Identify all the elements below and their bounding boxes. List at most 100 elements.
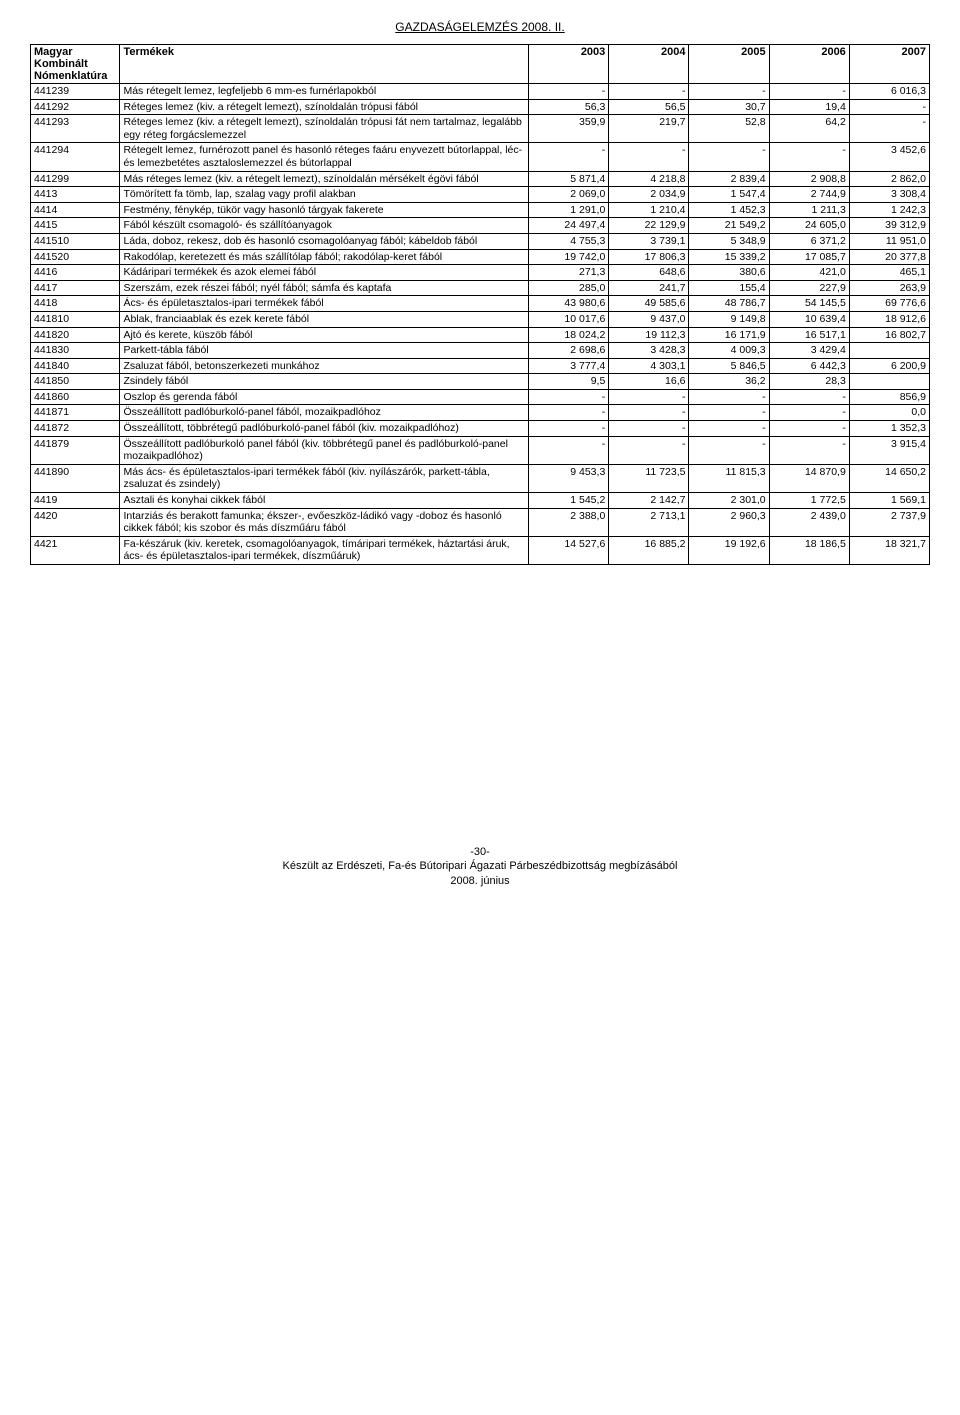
cell-desc: Rétegelt lemez, furnérozott panel és has… <box>120 143 529 171</box>
cell-value: - <box>769 84 849 100</box>
cell-value: 2 142,7 <box>609 493 689 509</box>
cell-value: - <box>769 421 849 437</box>
cell-value: 263,9 <box>849 280 929 296</box>
cell-value: - <box>529 84 609 100</box>
page-container: GAZDASÁGELEMZÉS 2008. II. Magyar Kombiná… <box>0 0 960 908</box>
table-row: 441871Összeállított padlóburkoló-panel f… <box>31 405 930 421</box>
table-row: 4419Asztali és konyhai cikkek fából1 545… <box>31 493 930 509</box>
cell-desc: Más ács- és épületasztalos-ipari terméke… <box>120 464 529 492</box>
cell-value: 6 200,9 <box>849 358 929 374</box>
cell-value: 54 145,5 <box>769 296 849 312</box>
cell-value: 11 723,5 <box>609 464 689 492</box>
cell-value: 18 912,6 <box>849 311 929 327</box>
cell-value: 14 527,6 <box>529 536 609 564</box>
cell-value: 3 429,4 <box>769 343 849 359</box>
cell-value: 1 210,4 <box>609 202 689 218</box>
cell-code: 441293 <box>31 115 120 143</box>
table-row: 441820Ajtó és kerete, küszöb fából18 024… <box>31 327 930 343</box>
page-footer: -30- Készült az Erdészeti, Fa-és Bútorip… <box>30 845 930 888</box>
footer-date: 2008. június <box>30 874 930 888</box>
cell-value: 1 211,3 <box>769 202 849 218</box>
table-row: 4416Kádáripari termékek és azok elemei f… <box>31 265 930 281</box>
cell-value: 6 442,3 <box>769 358 849 374</box>
cell-value: - <box>689 436 769 464</box>
cell-value: 2 862,0 <box>849 171 929 187</box>
cell-code: 441292 <box>31 99 120 115</box>
cell-value: 2 698,6 <box>529 343 609 359</box>
cell-value: 421,0 <box>769 265 849 281</box>
cell-value: 22 129,9 <box>609 218 689 234</box>
cell-value: - <box>769 143 849 171</box>
cell-value: 2 713,1 <box>609 508 689 536</box>
cell-value: 4 218,8 <box>609 171 689 187</box>
cell-value: 36,2 <box>689 374 769 390</box>
col-header-2005: 2005 <box>689 45 769 84</box>
table-row: 441239Más rétegelt lemez, legfeljebb 6 m… <box>31 84 930 100</box>
cell-code: 441830 <box>31 343 120 359</box>
cell-value: 24 605,0 <box>769 218 849 234</box>
table-row: 4421Fa-készáruk (kiv. keretek, csomagoló… <box>31 536 930 564</box>
table-row: 441810Ablak, franciaablak és ezek kerete… <box>31 311 930 327</box>
footer-page-num: -30- <box>30 845 930 859</box>
cell-desc: Fából készült csomagoló- és szállítóanya… <box>120 218 529 234</box>
cell-value: 56,3 <box>529 99 609 115</box>
cell-code: 441871 <box>31 405 120 421</box>
table-row: 4413Tömörített fa tömb, lap, szalag vagy… <box>31 187 930 203</box>
cell-value: 3 428,3 <box>609 343 689 359</box>
cell-value: - <box>609 421 689 437</box>
cell-value: 21 549,2 <box>689 218 769 234</box>
cell-value: - <box>689 84 769 100</box>
cell-code: 441810 <box>31 311 120 327</box>
cell-value: 48 786,7 <box>689 296 769 312</box>
table-row: 441520Rakodólap, keretezett és más száll… <box>31 249 930 265</box>
cell-value: 17 085,7 <box>769 249 849 265</box>
cell-code: 441850 <box>31 374 120 390</box>
cell-value: 2 737,9 <box>849 508 929 536</box>
cell-code: 4421 <box>31 536 120 564</box>
cell-code: 4420 <box>31 508 120 536</box>
cell-code: 441294 <box>31 143 120 171</box>
cell-value: 52,8 <box>689 115 769 143</box>
cell-value: 18 024,2 <box>529 327 609 343</box>
cell-desc: Réteges lemez (kiv. a rétegelt lemezt), … <box>120 115 529 143</box>
cell-value: 14 650,2 <box>849 464 929 492</box>
cell-value: 155,4 <box>689 280 769 296</box>
cell-value: 4 303,1 <box>609 358 689 374</box>
cell-value: 2 960,3 <box>689 508 769 536</box>
cell-value: 16,6 <box>609 374 689 390</box>
cell-code: 4419 <box>31 493 120 509</box>
cell-value: - <box>689 389 769 405</box>
cell-value: 6 016,3 <box>849 84 929 100</box>
cell-value: 9 437,0 <box>609 311 689 327</box>
data-table: Magyar Kombinált Nómenklatúra Termékek 2… <box>30 44 930 565</box>
cell-value: - <box>689 405 769 421</box>
footer-credit: Készült az Erdészeti, Fa-és Bútoripari Á… <box>30 859 930 873</box>
cell-desc: Asztali és konyhai cikkek fából <box>120 493 529 509</box>
cell-value: 219,7 <box>609 115 689 143</box>
cell-desc: Ács- és épületasztalos-ipari termékek fá… <box>120 296 529 312</box>
col-header-2003: 2003 <box>529 45 609 84</box>
cell-value: - <box>769 436 849 464</box>
cell-value: 4 755,3 <box>529 233 609 249</box>
page-header: GAZDASÁGELEMZÉS 2008. II. <box>30 20 930 34</box>
cell-value: 1 569,1 <box>849 493 929 509</box>
cell-code: 441820 <box>31 327 120 343</box>
cell-value: 16 802,7 <box>849 327 929 343</box>
cell-code: 4413 <box>31 187 120 203</box>
cell-value: 3 777,4 <box>529 358 609 374</box>
cell-value: 648,6 <box>609 265 689 281</box>
cell-value: 10 017,6 <box>529 311 609 327</box>
cell-value: 24 497,4 <box>529 218 609 234</box>
cell-value: 16 885,2 <box>609 536 689 564</box>
cell-code: 4417 <box>31 280 120 296</box>
table-head: Magyar Kombinált Nómenklatúra Termékek 2… <box>31 45 930 84</box>
cell-value: 4 009,3 <box>689 343 769 359</box>
cell-value: 285,0 <box>529 280 609 296</box>
cell-value: 19,4 <box>769 99 849 115</box>
table-row: 4420Intarziás és berakott famunka; éksze… <box>31 508 930 536</box>
cell-value: 2 388,0 <box>529 508 609 536</box>
table-row: 441292Réteges lemez (kiv. a rétegelt lem… <box>31 99 930 115</box>
cell-value: 9 453,3 <box>529 464 609 492</box>
cell-value: 43 980,6 <box>529 296 609 312</box>
table-row: 441840Zsaluzat fából, betonszerkezeti mu… <box>31 358 930 374</box>
